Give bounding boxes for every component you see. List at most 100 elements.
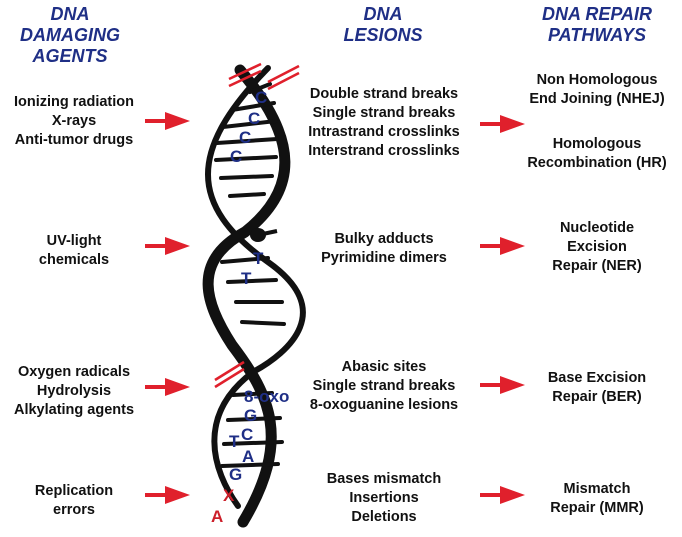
- base-label: T: [241, 269, 252, 288]
- pathway-label: Base Excision: [547, 370, 647, 386]
- lesion-label: Pyrimidine dimers: [321, 250, 447, 266]
- base-label: C: [239, 128, 251, 147]
- header-pathways-line2: PATHWAYS: [548, 25, 646, 45]
- agent-label: chemicals: [38, 252, 110, 268]
- rung: [228, 192, 266, 198]
- base-label: C: [241, 425, 253, 444]
- rung: [231, 391, 274, 397]
- rung: [219, 174, 274, 180]
- pathway-mmr: Mismatch Repair (MMR): [522, 480, 672, 518]
- pathway-label: Repair (NER): [552, 258, 642, 274]
- lesion-label: Single strand breaks: [312, 105, 456, 121]
- rung: [226, 416, 282, 422]
- agents-replication: Replication errors: [0, 482, 148, 520]
- lesion-label: Abasic sites: [341, 359, 427, 375]
- agent-label: X-rays: [51, 113, 97, 129]
- helix-rungs: [214, 82, 286, 468]
- lesions-bulky: Bulky adducts Pyrimidine dimers: [296, 230, 472, 268]
- header-lesions-line1: DNA: [363, 4, 403, 24]
- base-label: T: [253, 249, 264, 268]
- lesion-label: Interstrand crosslinks: [308, 143, 460, 159]
- mismatch-base-label: X: [223, 486, 235, 505]
- agent-arrows: [145, 112, 190, 504]
- agent-label: errors: [53, 502, 95, 518]
- base-label: T: [229, 432, 240, 451]
- pathway-arrows: [480, 115, 525, 504]
- pathway-label: Excision: [567, 239, 627, 255]
- arrow-right-icon: [480, 115, 525, 133]
- rung: [222, 440, 284, 446]
- lesions-abasic: Abasic sites Single strand breaks 8-oxog…: [296, 358, 472, 415]
- pathway-label: Recombination (HR): [527, 155, 667, 171]
- base-label: C: [230, 147, 242, 166]
- lesion-label: Bases mismatch: [326, 471, 442, 487]
- agent-label: UV-light: [46, 233, 102, 249]
- pathway-label: Repair (MMR): [550, 500, 644, 516]
- rung: [214, 155, 278, 162]
- arrow-right-icon: [480, 237, 525, 255]
- lesions-breaks-crosslinks: Double strand breaks Single strand break…: [296, 85, 472, 161]
- bulky-adduct-icon: [250, 228, 278, 242]
- base-label: C: [255, 88, 267, 107]
- pathway-label: Non Homologous: [536, 72, 658, 88]
- arrow-right-icon: [480, 376, 525, 394]
- header-pathways: DNA REPAIR PATHWAYS: [522, 4, 672, 46]
- arrow-right-icon: [145, 112, 190, 130]
- rung: [230, 101, 276, 112]
- header-pathways-line1: DNA REPAIR: [541, 4, 652, 24]
- header-lesions-line2: LESIONS: [343, 25, 423, 45]
- base-label: G: [229, 465, 242, 484]
- pathway-nhej: Non Homologous End Joining (NHEJ): [522, 71, 672, 109]
- rung: [221, 119, 278, 129]
- arrow-right-icon: [145, 486, 190, 504]
- rung: [215, 137, 279, 145]
- rung: [240, 320, 286, 326]
- base-label: C: [248, 109, 260, 128]
- agent-label: Hydrolysis: [36, 383, 112, 399]
- header-lesions: DNA LESIONS: [318, 4, 448, 46]
- arrow-right-icon: [145, 237, 190, 255]
- agent-label: Ionizing radiation: [13, 94, 135, 110]
- pathway-hr: Homologous Recombination (HR): [522, 135, 672, 173]
- lesion-label: Single strand breaks: [312, 378, 456, 394]
- strand-break-marks: [214, 62, 300, 389]
- lesion-label: Double strand breaks: [309, 86, 459, 102]
- pathway-label: Homologous: [552, 136, 642, 152]
- dna-helix: C C C C T T 8-oxo G T C A G X A: [202, 62, 306, 528]
- helix-base-letters: C C C C T T 8-oxo G T C A G X A: [211, 88, 289, 526]
- agents-ionizing: Ionizing radiation X-rays Anti-tumor dru…: [0, 93, 148, 150]
- lesions-mismatch: Bases mismatch Insertions Deletions: [296, 470, 472, 527]
- pathway-ner: Nucleotide Excision Repair (NER): [522, 219, 672, 276]
- agent-label: Anti-tumor drugs: [14, 132, 134, 148]
- agents-oxygen: Oxygen radicals Hydrolysis Alkylating ag…: [0, 363, 148, 420]
- rung: [226, 278, 278, 284]
- arrow-right-icon: [145, 378, 190, 396]
- base-label: G: [244, 406, 257, 425]
- header-agents-line1: DNA DAMAGING: [20, 4, 120, 45]
- header-agents-line2: AGENTS: [32, 46, 108, 66]
- agents-uv: UV-light chemicals: [0, 232, 148, 270]
- pathway-ber: Base Excision Repair (BER): [522, 369, 672, 407]
- lesion-label: Insertions: [349, 490, 419, 506]
- helix-strand-back: [205, 65, 306, 509]
- agent-label: Alkylating agents: [13, 402, 135, 418]
- rung: [220, 462, 280, 468]
- mismatch-base-label: A: [211, 507, 223, 526]
- header-agents: DNA DAMAGING AGENTS: [0, 4, 140, 67]
- lesion-label: Bulky adducts: [334, 231, 434, 247]
- arrow-right-icon: [480, 486, 525, 504]
- lesion-label: Deletions: [351, 509, 417, 525]
- pathway-label: Nucleotide: [559, 220, 635, 236]
- lesion-label: 8-oxoguanine lesions: [309, 397, 459, 413]
- agent-label: Oxygen radicals: [17, 364, 131, 380]
- base-label: 8-oxo: [244, 387, 289, 406]
- lesion-label: Intrastrand crosslinks: [308, 124, 460, 140]
- pathway-label: Repair (BER): [552, 389, 642, 405]
- base-label: A: [242, 447, 254, 466]
- rung: [220, 256, 270, 264]
- pathway-label: End Joining (NHEJ): [529, 91, 665, 107]
- pathway-label: Mismatch: [563, 481, 631, 497]
- rung: [248, 82, 272, 94]
- helix-strand-front: [202, 64, 291, 528]
